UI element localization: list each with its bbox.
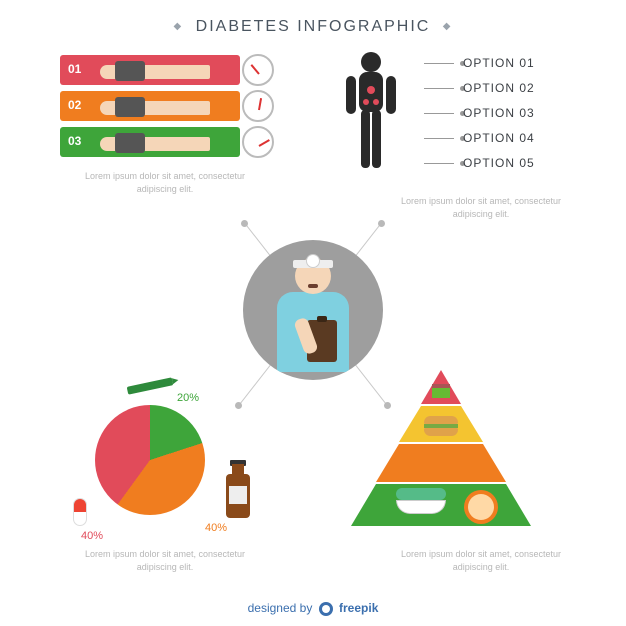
option-item: OPTION 01 (424, 56, 535, 70)
option-item: OPTION 05 (424, 156, 535, 170)
center-doctor-circle (243, 240, 383, 380)
orange-icon (464, 490, 498, 524)
gauge-icon (242, 90, 274, 122)
page-title: ◆ DIABETES INFOGRAPHIC ◆ (0, 0, 626, 36)
gauge-icon (242, 126, 274, 158)
option-item: OPTION 04 (424, 131, 535, 145)
option-label: OPTION 03 (463, 106, 535, 120)
option-item: OPTION 02 (424, 81, 535, 95)
bowl-icon (396, 488, 446, 514)
title-dot: ◆ (443, 21, 453, 32)
connector-dot (241, 220, 248, 227)
option-list: OPTION 01 OPTION 02 OPTION 03 OPTION 04 … (424, 56, 535, 181)
option-label: OPTION 01 (463, 56, 535, 70)
insulin-pen-icon (127, 377, 174, 394)
cuff-icon (115, 133, 145, 153)
cuff-icon (115, 97, 145, 117)
title-text: DIABETES INFOGRAPHIC (196, 18, 431, 35)
placeholder-text: Lorem ipsum dolor sit amet, consectetur … (396, 548, 566, 573)
blood-pressure-bars: 01 02 03 (60, 55, 280, 163)
bar-row: 01 (60, 55, 280, 85)
option-item: OPTION 03 (424, 106, 535, 120)
option-label: OPTION 02 (463, 81, 535, 95)
bar-number: 02 (68, 98, 81, 112)
option-label: OPTION 04 (463, 131, 535, 145)
cake-icon (432, 384, 450, 398)
medicine-bottle-icon (223, 460, 253, 520)
attribution-footer: designed by freepik (0, 601, 626, 616)
food-pyramid-panel (346, 370, 566, 560)
pie-chart-panel: 20% 40% 40% (55, 380, 285, 560)
footer-prefix: designed by (248, 601, 313, 615)
bar-number: 01 (68, 62, 81, 76)
bar-number: 03 (68, 134, 81, 148)
title-dot: ◆ (173, 21, 183, 32)
placeholder-text: Lorem ipsum dolor sit amet, consectetur … (80, 170, 250, 195)
gauge-icon (242, 54, 274, 86)
connector-dot (378, 220, 385, 227)
bar-row: 02 (60, 91, 280, 121)
placeholder-text: Lorem ipsum dolor sit amet, consectetur … (396, 195, 566, 220)
pie-chart (95, 405, 205, 515)
pie-label: 40% (81, 530, 103, 542)
option-label: OPTION 05 (463, 156, 535, 170)
pie-label: 40% (205, 522, 227, 534)
pill-icon (73, 498, 87, 526)
freepik-logo-icon (319, 602, 333, 616)
bar-row: 03 (60, 127, 280, 157)
cuff-icon (115, 61, 145, 81)
body-silhouette-icon (336, 50, 406, 190)
burger-icon (424, 416, 458, 436)
pie-label: 20% (177, 392, 199, 404)
doctor-mouth (308, 284, 318, 288)
placeholder-text: Lorem ipsum dolor sit amet, consectetur … (80, 548, 250, 573)
footer-brand: freepik (339, 601, 378, 615)
doctor-mirror (306, 254, 320, 268)
